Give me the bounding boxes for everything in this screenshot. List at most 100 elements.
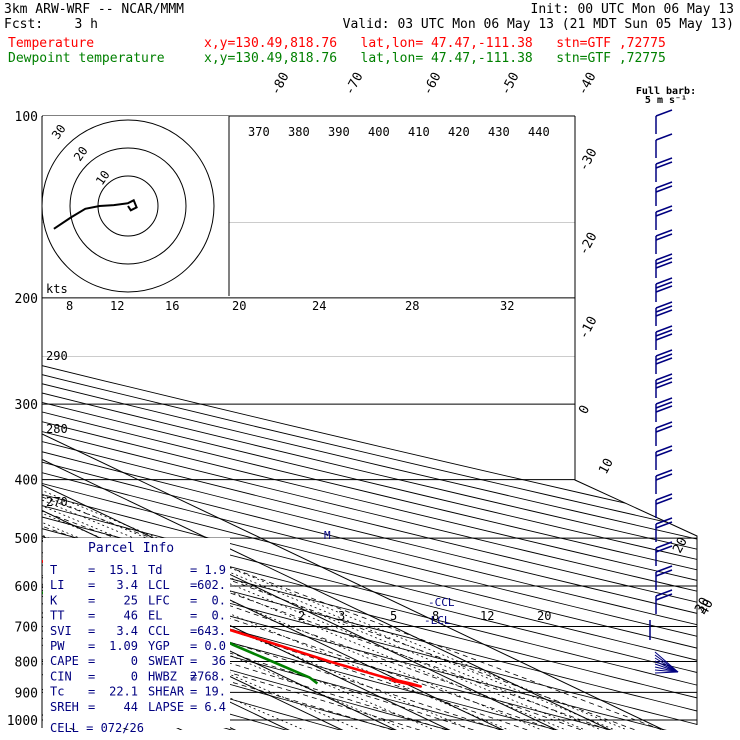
dry-adiabat-label: 290: [46, 349, 68, 363]
parcel-field-name: LI: [50, 578, 64, 592]
forecast-hour: Fcst: 3 h: [4, 17, 98, 32]
isotherm-label: -80: [268, 70, 292, 98]
parcel-field-name: LAPSE: [148, 700, 184, 714]
dewpoint-legend: Dewpoint temperature: [8, 51, 165, 66]
pressure-tick-label: 300: [15, 398, 38, 413]
wind-barb-flag: [655, 405, 673, 413]
parcel-field-sep: =: [190, 639, 197, 653]
pressure-tick-label: 600: [15, 580, 38, 595]
mixing-ratio-line: [42, 505, 587, 730]
isotherm-label: -70: [342, 70, 366, 98]
isotherm-label: -40: [575, 70, 599, 98]
wind-barb-flag: [655, 109, 673, 117]
mixing-ratio-label: 8: [66, 299, 73, 313]
wind-barb-flag: [655, 493, 673, 501]
wind-barb-flag: [655, 425, 673, 433]
hodograph-unit: kts: [46, 282, 68, 296]
wind-barb-flag: [655, 593, 673, 601]
dry-adiabat-line: [42, 603, 505, 730]
isotherm-label: -50: [498, 70, 522, 98]
wind-barb-flag: [655, 205, 673, 213]
hodograph-ring-label: 20: [71, 144, 91, 164]
parcel-field-name: CAPE: [50, 654, 79, 668]
parcel-field-value: 19.: [204, 685, 226, 699]
mixing-ratio-label: 24: [312, 299, 326, 313]
wind-barb-flag: [655, 521, 673, 529]
pressure-tick-label: 700: [15, 620, 38, 635]
wind-barb-flag: [655, 469, 673, 477]
dry-adiabat-line: [42, 451, 697, 614]
plot-border: [574, 116, 698, 725]
pressure-tick-label: 1000: [7, 714, 38, 729]
hodograph-ring: [69, 147, 187, 265]
parcel-field-sep: =: [190, 609, 197, 623]
parcel-field-name: PW: [50, 639, 65, 653]
wind-barb-flag: [655, 569, 673, 577]
parcel-field-value: 36: [212, 654, 226, 668]
mixing-ratio-label: 5: [390, 609, 397, 623]
parcel-field-name: CIN: [50, 669, 72, 683]
wind-barbs: Full barb:5 m s⁻¹: [636, 86, 696, 674]
parcel-field-name: HWBZ: [148, 669, 177, 683]
moist-adiabat-line: [42, 496, 664, 730]
wind-barb-flag: [655, 445, 673, 453]
lcl-marker: -LCL: [424, 614, 451, 627]
isotherm-line: [42, 458, 612, 730]
parcel-field-value: 3.4: [116, 578, 138, 592]
wind-barb-flag: [655, 589, 673, 597]
wind-barb-flag: [655, 329, 673, 337]
parcel-field-value: 0.: [212, 609, 226, 623]
temperature-point-info: x,y=130.49,818.76 lat,lon= 47.47,-111.38…: [204, 36, 666, 51]
parcel-field-sep: =: [88, 593, 95, 607]
dry-adiabat-line: [42, 421, 697, 581]
valid-time: Valid: 03 UTC Mon 06 May 13 (21 MDT Sun …: [342, 17, 734, 32]
isotherm-label: 20: [670, 535, 691, 556]
dry-adiabat-line: [42, 461, 697, 626]
moist-adiabat-line: [42, 616, 421, 730]
pressure-tick-label: 400: [15, 474, 38, 489]
mixing-ratio-label: 32: [500, 299, 514, 313]
parcel-field-name: CCL: [148, 624, 170, 638]
wind-barb-flag: [655, 473, 673, 481]
parcel-field-sep: =: [88, 685, 95, 699]
wind-barb-flag: [655, 185, 673, 193]
parcel-field-value: 6.4: [204, 700, 226, 714]
wind-barb-flag: [655, 349, 673, 357]
wind-barb-flag: [655, 381, 673, 389]
dry-adiabat-label: 280: [46, 422, 68, 436]
temperature-profile: [42, 559, 423, 688]
wind-barb-flag: [655, 133, 673, 141]
wind-barb-flag: [655, 281, 673, 289]
parcel-field-sep: =: [88, 563, 95, 577]
parcel-field-sep: =: [190, 654, 197, 668]
parcel-field-sep: =: [190, 563, 197, 577]
mixing-ratio-label: 12: [480, 609, 494, 623]
dry-adiabat-line: [42, 589, 559, 730]
dry-adiabat-line: [42, 472, 697, 637]
parcel-field-sep: =: [88, 639, 95, 653]
wind-barb-flag: [655, 285, 673, 293]
wind-barb-flag: [655, 157, 673, 165]
parcel-field-name: Td: [148, 563, 162, 577]
hodograph-ring-label: 10: [93, 168, 113, 188]
mixing-ratio-label: 8: [432, 609, 439, 623]
wind-barb-flag: [655, 421, 673, 429]
mixing-ratio-label: 16: [165, 299, 179, 313]
ccl-marker: -CCL: [428, 596, 455, 609]
parcel-info-title: Parcel Info: [88, 541, 174, 556]
wind-barb-flag: [655, 541, 673, 549]
mixing-ratio-label: 28: [405, 299, 419, 313]
parcel-field-sep: =: [88, 669, 95, 683]
temperature-legend: Temperature: [8, 36, 95, 51]
wind-barb-flag: [655, 377, 673, 385]
parcel-field-value: 44: [124, 700, 138, 714]
parcel-field-value: 25: [124, 593, 138, 607]
model-title: 3km ARW-WRF -- NCAR/MMM: [4, 2, 185, 17]
wind-barb-flag: [655, 565, 673, 573]
wind-barb-flag: [655, 449, 673, 457]
init-time: Init: 00 UTC Mon 06 May 13: [530, 2, 735, 17]
parcel-field-name: T: [50, 563, 57, 577]
parcel-field-name: SVI: [50, 624, 72, 638]
parcel-field-value: 22.1: [109, 685, 138, 699]
